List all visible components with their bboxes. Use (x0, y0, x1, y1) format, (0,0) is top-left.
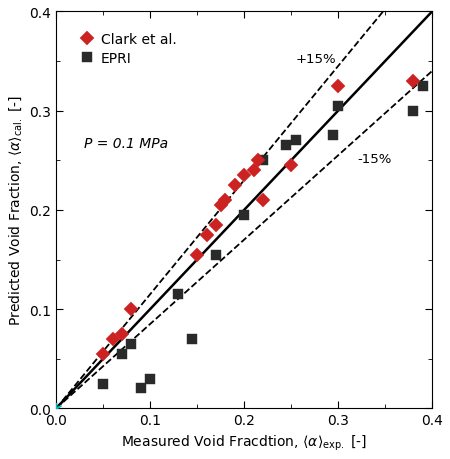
Text: P = 0.1 MPa: P = 0.1 MPa (84, 137, 168, 151)
EPRI (213, 252, 219, 258)
EPRI (293, 138, 298, 144)
EPRI (119, 351, 125, 357)
Y-axis label: Predicted Void Fraction, $\langle\alpha\rangle_\mathregular{cal.}$ [-]: Predicted Void Fraction, $\langle\alpha\… (7, 95, 24, 326)
EPRI (410, 109, 416, 114)
EPRI (176, 292, 181, 297)
Clark et al. (288, 163, 294, 168)
EPRI (148, 376, 153, 381)
Clark et al. (218, 203, 223, 208)
EPRI (260, 158, 265, 164)
Clark et al. (335, 84, 341, 90)
Legend: Clark et al., EPRI: Clark et al., EPRI (74, 27, 182, 71)
Text: -15%: -15% (357, 153, 392, 166)
Clark et al. (194, 252, 200, 258)
Clark et al. (410, 79, 416, 84)
EPRI (242, 213, 247, 218)
EPRI (190, 336, 195, 342)
Clark et al. (213, 223, 219, 228)
Clark et al. (260, 198, 265, 203)
EPRI (284, 143, 289, 149)
EPRI (138, 386, 144, 392)
Clark et al. (100, 351, 106, 357)
Clark et al. (110, 336, 115, 342)
EPRI (335, 104, 341, 109)
Clark et al. (129, 307, 134, 312)
EPRI (100, 381, 106, 386)
Clark et al. (204, 232, 209, 238)
Clark et al. (256, 158, 261, 164)
Clark et al. (232, 183, 238, 189)
Line: Clark et al.: Clark et al. (98, 77, 418, 359)
EPRI (420, 84, 425, 90)
Text: +15%: +15% (296, 53, 337, 66)
EPRI (331, 134, 336, 139)
Line: EPRI: EPRI (98, 82, 428, 393)
Clark et al. (223, 198, 228, 203)
Clark et al. (242, 173, 247, 179)
X-axis label: Measured Void Fracdtion, $\langle\alpha\rangle_\mathregular{exp.}$ [-]: Measured Void Fracdtion, $\langle\alpha\… (121, 433, 367, 452)
Clark et al. (251, 168, 256, 174)
EPRI (129, 341, 134, 347)
Clark et al. (119, 331, 125, 337)
